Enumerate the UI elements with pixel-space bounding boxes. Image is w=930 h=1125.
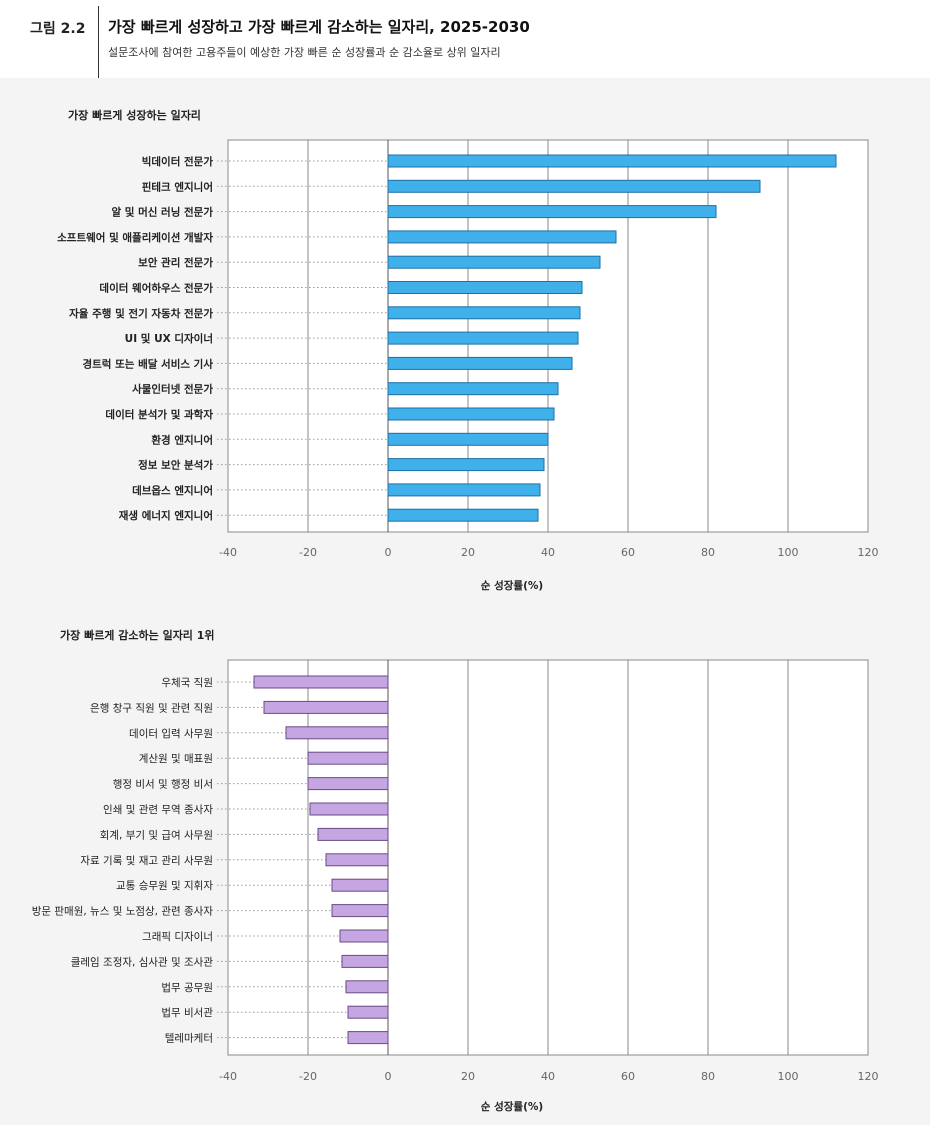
decline-x-tick-label: 0 [385,1070,392,1083]
decline-category-label: 행정 비서 및 행정 비서 [113,779,213,791]
decline-bar [307,777,389,791]
decline-bar [317,827,389,841]
growth-x-tick-label: -40 [219,546,237,559]
growth-bar [387,306,581,320]
decline-category-label: 은행 창구 직원 및 관련 직원 [90,702,213,714]
decline-category-label: 클레임 조정자, 심사관 및 조사관 [71,955,214,968]
decline-x-tick-label: 100 [778,1070,799,1083]
decline-category-label: 방문 판매원, 뉴스 및 노점상, 관련 종사자 [32,906,214,918]
growth-bar [387,432,549,446]
decline-x-tick-label: 20 [461,1070,475,1083]
growth-bar [387,230,617,244]
decline-bar [285,726,389,740]
growth-bar [387,179,761,193]
growth-category-label: 환경 엔지니어 [151,433,213,446]
growth-bar [387,205,717,219]
decline-bar [331,904,389,918]
figure-subtitle: 설문조사에 참여한 고용주들이 예상한 가장 빠른 순 성장률과 순 감소율로 … [108,46,501,59]
decline-category-label: 회계, 부기 및 급여 사무원 [100,829,213,841]
decline-bar [345,980,389,994]
decline-bar [325,853,389,867]
growth-x-tick-label: 20 [461,546,475,559]
decline-category-label: 자료 기록 및 재고 관리 사무원 [80,855,213,867]
growth-bar [387,458,545,472]
decline-category-label: 법무 공무원 [161,982,213,994]
decline-bar [341,954,389,968]
growth-category-label: 소프트웨어 및 애플리케이션 개발자 [57,231,213,244]
growth-category-label: UI 및 UX 디자이너 [125,332,213,345]
growth-x-tick-label: 100 [778,546,799,559]
growth-x-tick-label: 60 [621,546,635,559]
growth-x-tick-label: 120 [858,546,879,559]
decline-category-label: 우체국 직원 [161,677,213,689]
growth-x-tick-label: -20 [299,546,317,559]
decline-bar [263,700,389,714]
growth-category-label: 빅데이터 전문가 [142,155,214,168]
growth-x-tick-label: 0 [385,546,392,559]
decline-bar [309,802,389,816]
decline-x-tick-label: 40 [541,1070,555,1083]
decline-category-label: 법무 비서관 [161,1007,213,1019]
growth-category-label: 데브옵스 엔지니어 [132,484,213,497]
growth-bar [387,356,573,370]
decline-x-tick-label: 60 [621,1070,635,1083]
decline-bar [307,751,389,765]
growth-category-label: 경트럭 또는 배달 서비스 기사 [82,357,213,370]
growth-bar [387,508,539,522]
growth-category-label: 사물인터넷 전문가 [132,383,213,396]
decline-bar [253,675,389,689]
decline-bar [339,929,389,943]
growth-bar [387,154,837,168]
decline-chart: 가장 빠르게 감소하는 일자리 1위 -40 -20 0 20 40 60 80 100 120 우… [32,628,879,1113]
growth-category-label: 알 및 머신 러닝 전문가 [111,206,213,219]
growth-category-label: 데이터 웨어하우스 전문가 [99,282,213,295]
decline-x-tick-label: -20 [299,1070,317,1083]
decline-x-tick-label: 120 [858,1070,879,1083]
growth-category-label: 정보 보안 분석가 [138,459,213,472]
growth-bar [387,255,601,269]
decline-x-tick-label: -40 [219,1070,237,1083]
growth-chart: 가장 빠르게 성장하는 일자리 -40 -20 0 20 40 60 80 100 120 빅데이터… [57,108,878,592]
growth-category-label: 데이터 분석가 및 과학자 [105,408,213,421]
growth-x-tick-label: 40 [541,546,555,559]
decline-chart-title: 가장 빠르게 감소하는 일자리 1위 [60,628,215,642]
figure-title: 가장 빠르게 성장하고 가장 빠르게 감소하는 일자리, 2025-2030 [108,18,530,36]
decline-category-label: 인쇄 및 관련 무역 종사자 [103,804,213,816]
figure-label: 그림 2.2 [30,21,86,37]
decline-x-axis-title: 순 성장률(%) [481,1100,543,1113]
growth-x-axis-title: 순 성장률(%) [481,579,543,592]
decline-category-label: 계산원 및 매표원 [139,753,213,765]
growth-x-tick-label: 80 [701,546,715,559]
decline-bar [347,1005,389,1019]
header-divider [98,6,99,78]
growth-category-label: 핀테크 엔지니어 [142,180,213,193]
growth-category-label: 보안 관리 전문가 [138,256,213,269]
growth-category-label: 재생 에너지 엔지니어 [119,509,213,522]
growth-bar [387,407,555,421]
growth-bar [387,281,583,294]
growth-bar [387,382,559,396]
decline-category-label: 그래픽 디자이너 [142,931,213,943]
decline-category-label: 데이터 입력 사무원 [129,727,213,740]
decline-category-label: 텔레마케터 [165,1033,213,1045]
decline-x-tick-label: 80 [701,1070,715,1083]
growth-bar [387,483,541,497]
figure-header: 그림 2.2 가장 빠르게 성장하고 가장 빠르게 감소하는 일자리, 2025… [0,0,930,78]
growth-chart-title: 가장 빠르게 성장하는 일자리 [68,108,201,122]
decline-bar [331,878,389,892]
growth-category-label: 자율 주행 및 전기 자동차 전문가 [69,307,213,320]
decline-category-label: 교통 승무원 및 지휘자 [116,880,213,892]
growth-bar [387,331,579,345]
decline-bar [347,1031,389,1045]
